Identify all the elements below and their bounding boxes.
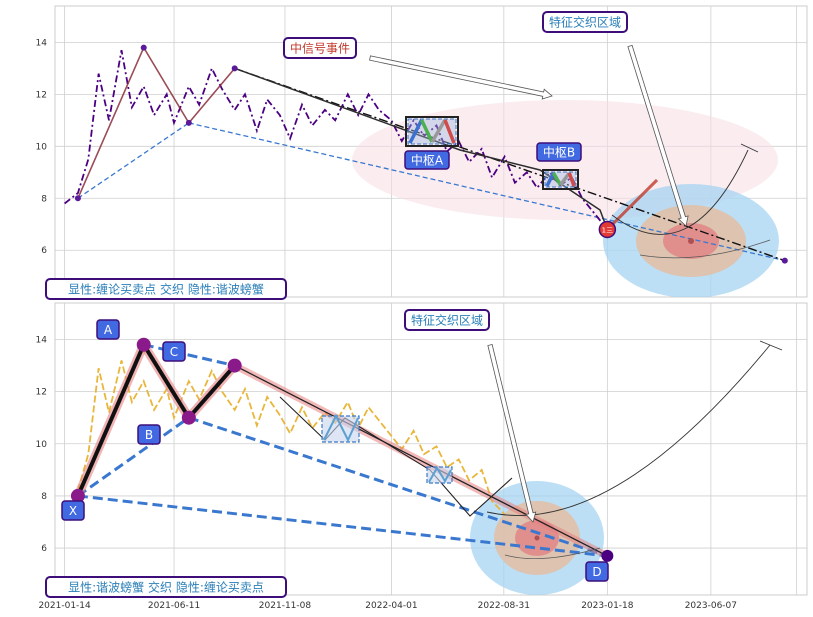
- harmonic-dashed-line: [77, 416, 190, 498]
- zone-arrow-top: [627, 44, 689, 227]
- pattern-label-x-box: [61, 500, 85, 521]
- zhongshu-a-stroke: [420, 119, 434, 143]
- xtick: 2023-01-18: [581, 601, 634, 611]
- harmonic-leg: [76, 343, 146, 497]
- callout-feature-zone-bottom-box: [404, 309, 490, 331]
- projection-arc: [611, 149, 749, 235]
- callout-feature-zone-top: 特征交织区域: [549, 15, 621, 30]
- bot-ytick: 6: [41, 544, 47, 554]
- projection-arc: [486, 344, 771, 516]
- zone-arrow-bottom: [487, 343, 537, 523]
- signal-marker-circle: [598, 220, 617, 239]
- trendline-dashed: [188, 122, 785, 262]
- top-ytick: 14: [36, 38, 48, 48]
- harmonic-dashed-line: [143, 343, 236, 368]
- top-content: 1三 中枢A 中枢B: [64, 44, 788, 297]
- callout-mode-top: 显性:缠论买卖点 交织 隐性:谐波螃蟹: [68, 282, 264, 297]
- pivot-point: [140, 44, 147, 51]
- callout-signal-event: 中信号事件: [290, 41, 350, 56]
- xtick: 2021-06-11: [148, 601, 200, 611]
- zone-center: [534, 535, 540, 541]
- zhongshu-stroke: [323, 413, 359, 443]
- bot-content: [70, 337, 783, 595]
- xtick: 2022-08-31: [478, 601, 530, 611]
- callout-mode-bottom: 显性:谐波螃蟹 交织 隐性:缠论买卖点: [68, 580, 264, 595]
- bi-stroke: [77, 45, 236, 199]
- price-line-bottom: [77, 360, 506, 515]
- label-zhongshu-a: 中枢A: [411, 153, 444, 168]
- top-ytick: 8: [41, 194, 47, 204]
- zhongshu-b-stroke: [551, 172, 563, 186]
- callout-mode-top-box: [45, 278, 287, 300]
- zhongshu-stroke: [428, 466, 452, 483]
- zhongshu-a-frame: [405, 116, 459, 147]
- top-ytick: 6: [41, 246, 47, 256]
- bi-stroke: [234, 67, 609, 230]
- bi-stroke: [279, 396, 513, 517]
- xtick: 2022-04-01: [365, 601, 417, 611]
- harmonic-leg: [187, 364, 237, 420]
- projection-arc-inner: [639, 239, 771, 259]
- leg-cd: [234, 364, 608, 557]
- pattern-label-x: X: [69, 504, 77, 518]
- harmonic-dashed-line: [77, 494, 608, 558]
- zhongshu-b-frame: [542, 169, 579, 190]
- pattern-point: [181, 410, 196, 425]
- zhongshu-b-stroke: [559, 171, 571, 187]
- zhongshu-b-stroke: [545, 172, 556, 187]
- rebound-stroke: [606, 178, 659, 231]
- pattern-label-d: D: [592, 565, 601, 579]
- pivot-point: [231, 65, 238, 72]
- pattern-label-c-box: [162, 341, 186, 362]
- bot-grid: [55, 303, 807, 595]
- callout-feature-zone-bottom: 特征交织区域: [411, 313, 483, 328]
- price-line-top: [64, 50, 609, 230]
- label-zhongshu-b: 中枢B: [543, 145, 575, 160]
- pattern-point: [136, 337, 151, 352]
- bot-ytick: 8: [41, 492, 47, 502]
- pattern-point: [601, 549, 614, 562]
- zhongshu-a-stroke: [443, 119, 456, 144]
- bot-ytick: 12: [36, 388, 47, 398]
- harmonic-dashed-line: [188, 416, 608, 558]
- pattern-label-c: C: [170, 345, 178, 359]
- trendline-dashdot: [234, 67, 786, 262]
- projection-cap: [759, 340, 783, 351]
- xtick: 2021-01-14: [38, 601, 91, 611]
- bot-ytick: 10: [36, 440, 48, 450]
- label-zhongshu-a-box: [404, 150, 450, 170]
- pivot-point: [185, 119, 192, 126]
- callout-mode-bottom-box: [45, 576, 287, 598]
- zone-center: [688, 238, 694, 244]
- zhongshu-a-stroke: [430, 119, 447, 143]
- xtick: 2023-06-07: [685, 601, 737, 611]
- callout-feature-zone-top-box: [542, 11, 628, 33]
- top-ytick: 10: [36, 142, 48, 152]
- projection-cap: [740, 143, 759, 153]
- projection-arc-inner: [504, 547, 601, 560]
- trendline-dashed: [77, 122, 190, 199]
- harmonic-leg: [142, 343, 191, 419]
- pattern-label-a: A: [104, 323, 113, 337]
- bot-ytick: 14: [36, 336, 48, 346]
- pattern-label-a-box: [96, 319, 120, 340]
- zhongshu-a-stroke: [408, 119, 424, 144]
- pattern-label-d-box: [585, 561, 609, 582]
- pattern-point: [227, 358, 242, 373]
- pattern-label-b: B: [145, 428, 153, 442]
- pivot-point: [74, 195, 81, 202]
- zhongshu-b-stroke: [567, 172, 576, 187]
- signal-marker-label: 1三: [602, 226, 613, 234]
- callout-signal-event-box: [283, 37, 357, 59]
- xtick: 2021-11-08: [259, 601, 312, 611]
- signal-arrow: [369, 55, 553, 100]
- pattern-point: [70, 488, 85, 503]
- pattern-label-b-box: [137, 424, 161, 445]
- label-zhongshu-b-box: [536, 142, 582, 162]
- pivot-point: [781, 257, 788, 264]
- top-ytick: 12: [36, 90, 47, 100]
